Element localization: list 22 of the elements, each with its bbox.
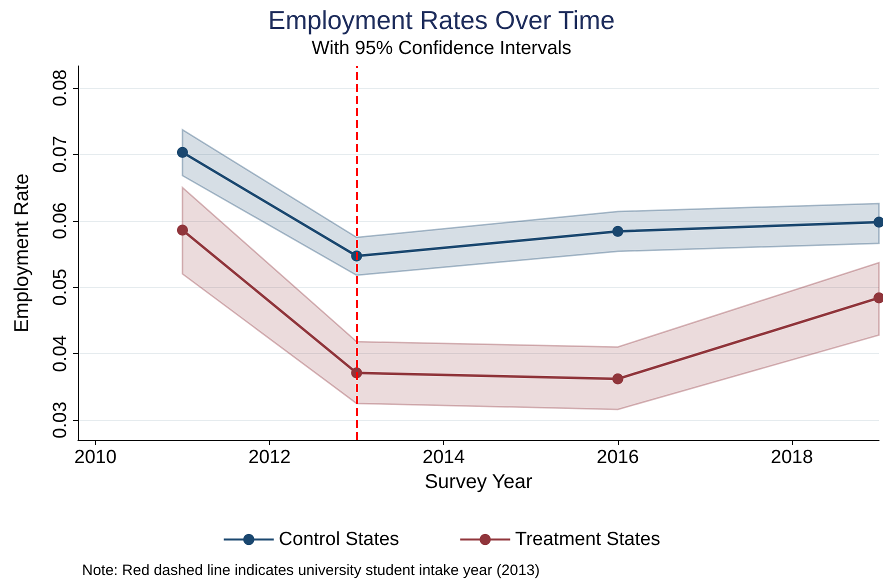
y-tick-label: 0.04 xyxy=(50,334,71,372)
point xyxy=(612,226,624,237)
y-tick-label: 0.05 xyxy=(50,268,71,306)
x-tick-label: 2010 xyxy=(74,447,117,468)
y-tick-label: 0.03 xyxy=(50,402,71,439)
legend-label: Treatment States xyxy=(515,529,660,550)
x-tick-label: 2012 xyxy=(248,447,291,468)
point xyxy=(176,146,188,158)
x-axis-title: Survey Year xyxy=(424,470,533,493)
legend-label: Control States xyxy=(278,529,400,550)
chart-title: Employment Rates Over Time xyxy=(268,5,615,35)
point xyxy=(612,373,624,384)
x-tick-label: 2016 xyxy=(596,447,639,468)
x-tick-label: 2014 xyxy=(422,447,466,468)
y-tick-label: 0.06 xyxy=(50,202,71,240)
y-tick-label: 0.07 xyxy=(50,136,71,173)
chart-subtitle: With 95% Confidence Intervals xyxy=(312,38,572,59)
text: Note: Red dashed line indicates university student intake year (2013) xyxy=(82,562,540,579)
point xyxy=(176,224,188,236)
y-tick-label: 0.08 xyxy=(50,69,71,106)
x-tick-label: 2018 xyxy=(770,447,814,468)
y-axis-title: Employment Rate xyxy=(11,174,33,332)
